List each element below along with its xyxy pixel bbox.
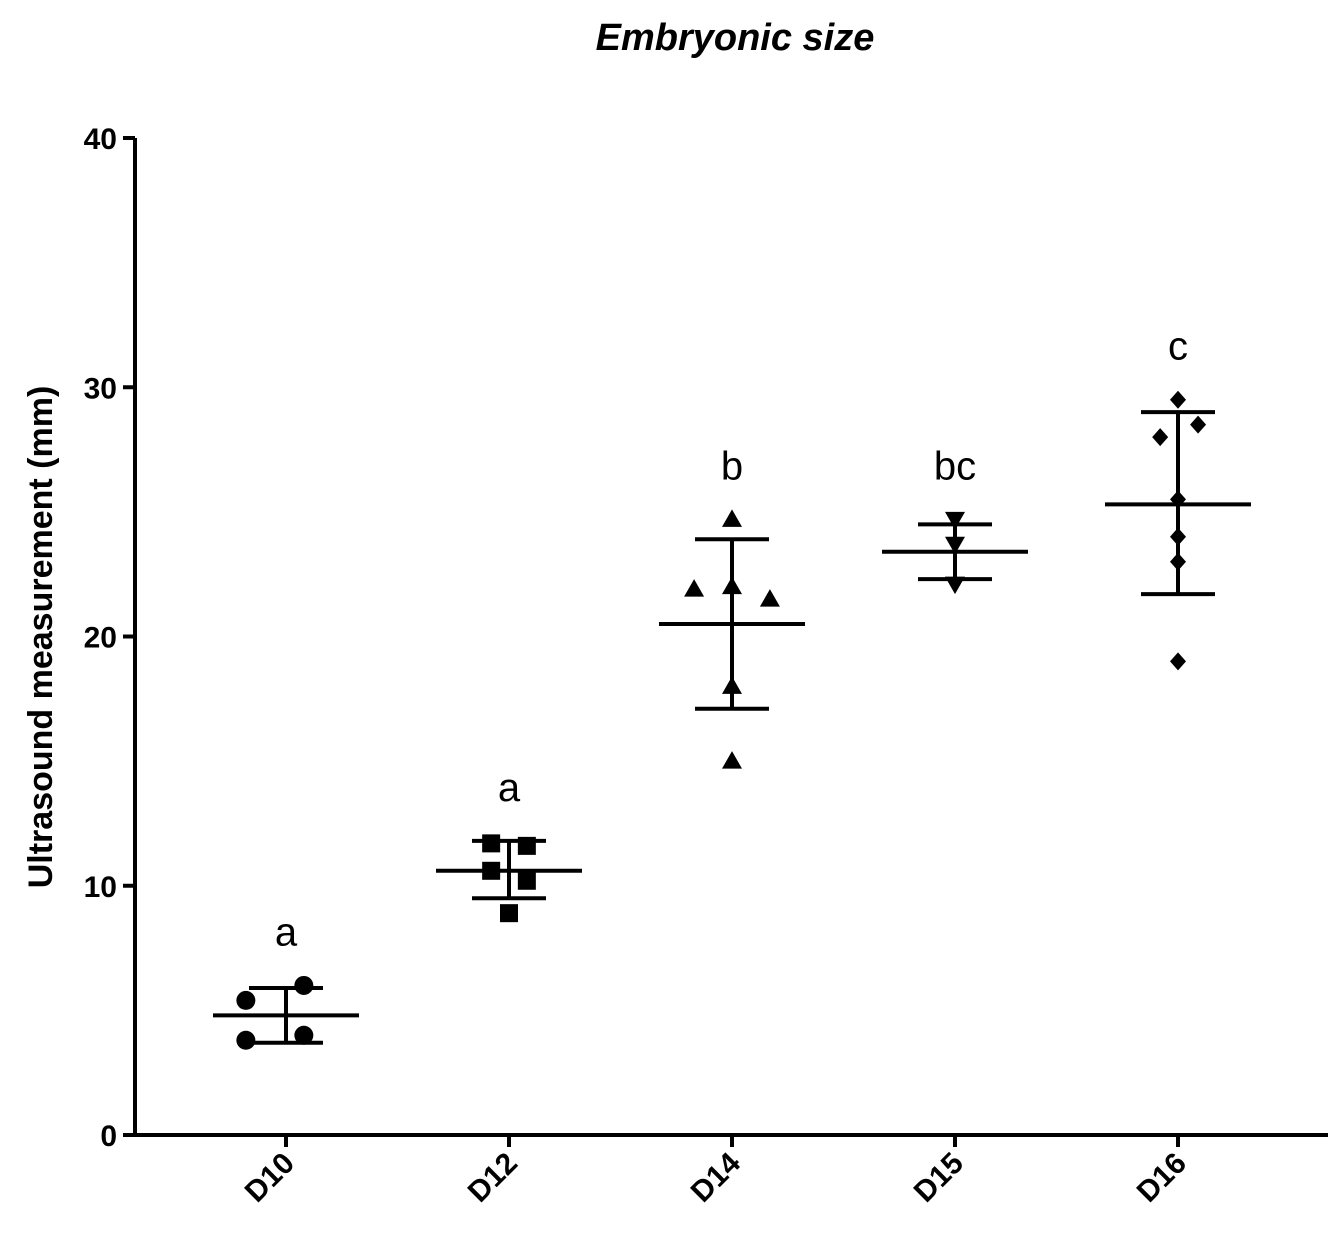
y-tick-label: 30 — [84, 372, 117, 405]
data-point-diamond — [1170, 652, 1186, 671]
significance-label: c — [1168, 325, 1188, 369]
data-point-triangle-up — [722, 509, 742, 527]
data-point-circle — [236, 1030, 256, 1050]
x-category-label: D16 — [1131, 1147, 1193, 1209]
significance-label: a — [498, 766, 521, 810]
data-point-diamond — [1190, 415, 1207, 434]
x-category-label: D12 — [462, 1147, 524, 1209]
y-tick-label: 40 — [84, 123, 117, 156]
data-point-diamond — [1152, 428, 1169, 447]
significance-label: a — [275, 910, 298, 954]
data-point-square — [500, 904, 518, 923]
data-point-diamond — [1170, 390, 1186, 409]
x-category-label: D10 — [239, 1147, 301, 1209]
plot-area: 0 10 20 30 40 D10 D12 D14 D15 D16 a a b bc c — [84, 123, 1328, 1209]
data-point-circle — [294, 1025, 314, 1045]
y-axis-label: Ultrasound measurement (mm) — [22, 386, 60, 889]
x-category-label: D14 — [685, 1146, 747, 1208]
y-tick-label: 10 — [84, 871, 117, 904]
data-point-circle — [294, 975, 314, 995]
chart-title: Embryonic size — [596, 17, 875, 59]
data-point-square — [517, 871, 536, 890]
data-point-triangle-up — [759, 589, 780, 607]
y-tick-label: 0 — [100, 1120, 117, 1153]
data-point-triangle-up — [684, 579, 705, 597]
significance-label: bc — [934, 444, 976, 488]
significance-label: b — [721, 444, 743, 488]
x-category-label: D15 — [908, 1147, 970, 1209]
data-point-triangle-up — [722, 751, 742, 769]
data-point-square — [482, 834, 501, 853]
y-tick-label: 20 — [84, 622, 117, 655]
data-point-triangle-down — [945, 511, 965, 530]
data-point-circle — [236, 990, 256, 1010]
